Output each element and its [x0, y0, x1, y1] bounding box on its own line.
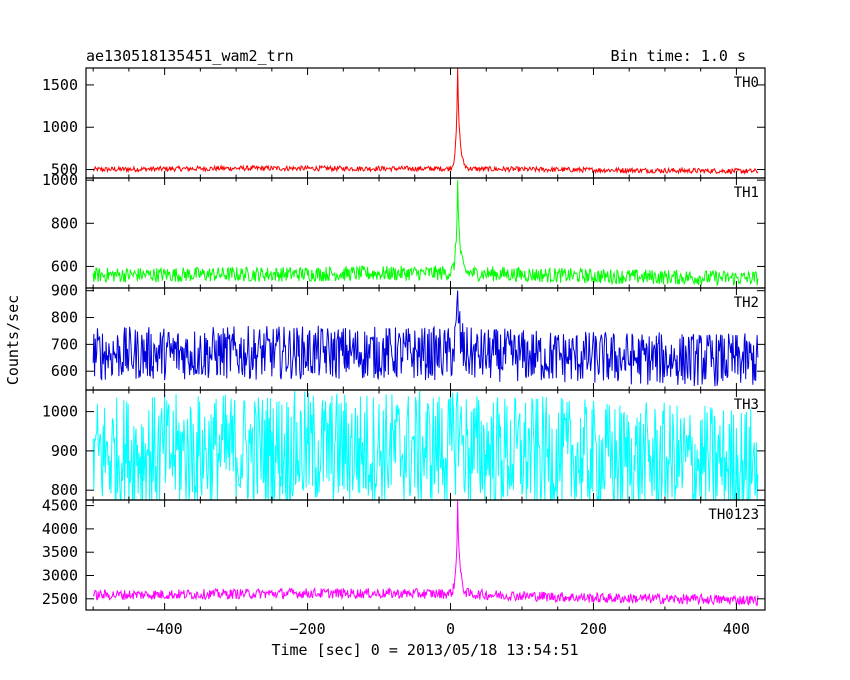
y-tick-label: 4000 [42, 520, 78, 538]
y-tick-label: 600 [51, 257, 78, 275]
y-tick-label: 2500 [42, 590, 78, 608]
y-tick-label: 800 [51, 309, 78, 327]
panel-frame [85, 67, 766, 179]
series-line-th3 [92, 390, 759, 502]
panel-th2: 600 700 800 900 TH2 [51, 282, 766, 391]
panel-frame [85, 499, 766, 611]
x-tick-label: 200 [580, 620, 607, 638]
y-tick-label: 3000 [42, 567, 78, 585]
series-line-th2 [92, 290, 759, 387]
x-tick-label: 400 [723, 620, 750, 638]
x-tick-label: −200 [290, 620, 326, 638]
y-tick-label: 900 [51, 282, 78, 300]
y-tick-label: 600 [51, 362, 78, 380]
series-line-th0123 [92, 500, 759, 606]
y-tick-label: 1000 [42, 171, 78, 189]
y-tick-label: 800 [51, 481, 78, 499]
panel-label: TH0 [734, 75, 759, 91]
y-tick-label: 1000 [42, 403, 78, 421]
x-axis: −400 −200 0 200 400 [147, 620, 750, 638]
y-tick-label: 4500 [42, 497, 78, 515]
panel-label: TH0123 [708, 507, 759, 523]
chart-title: ae130518135451_wam2_trn [86, 47, 294, 65]
panel-label: TH1 [734, 185, 759, 201]
x-tick-label: 0 [446, 620, 455, 638]
y-axis-label: Counts/sec [4, 295, 22, 385]
bin-time-label: Bin time: 1.0 s [611, 47, 746, 65]
y-tick-label: 3500 [42, 543, 78, 561]
panel-th3: 800 900 1000 TH3 [42, 389, 766, 502]
panel-th0123: 2500 3000 3500 4000 4500 TH0123 [42, 497, 766, 611]
y-tick-label: 800 [51, 214, 78, 232]
x-tick-label: −400 [147, 620, 183, 638]
y-tick-label: 900 [51, 442, 78, 460]
panel-th0: 500 1000 1500 TH0 [42, 67, 766, 179]
panel-label: TH3 [734, 397, 759, 413]
y-tick-label: 700 [51, 335, 78, 353]
y-tick-label: 500 [51, 161, 78, 179]
series-line-th0 [92, 67, 759, 176]
y-tick-label: 1500 [42, 76, 78, 94]
panel-th1: 600 800 1000 TH1 [42, 171, 766, 289]
y-tick-label: 1000 [42, 118, 78, 136]
panel-label: TH2 [734, 295, 759, 311]
x-axis-label: Time [sec] 0 = 2013/05/18 13:54:51 [271, 641, 578, 659]
series-line-th1 [92, 180, 759, 287]
